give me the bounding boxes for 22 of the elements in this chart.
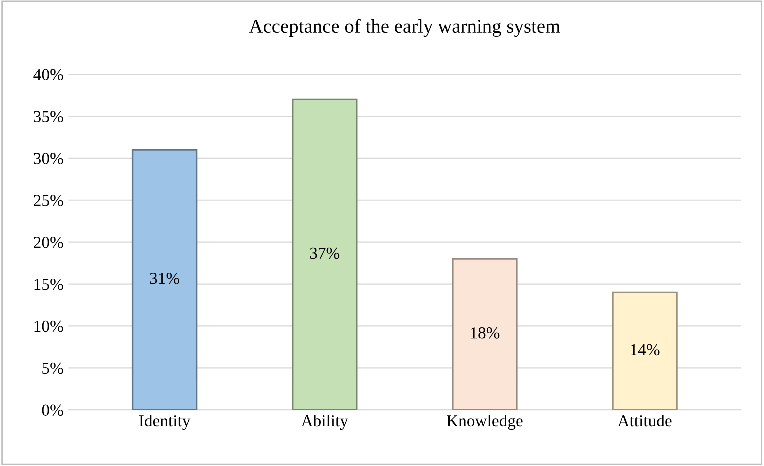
- y-tick-label: 25%: [34, 195, 64, 206]
- data-label: 37%: [310, 248, 340, 260]
- y-tick-label: 10%: [34, 320, 64, 332]
- bar: [612, 292, 678, 410]
- bar: [132, 149, 198, 410]
- x-tick-label: Attitude: [618, 414, 672, 427]
- x-tick-label: Ability: [301, 414, 348, 430]
- y-tick-label: 35%: [34, 111, 64, 122]
- y-tick-label: 20%: [34, 237, 64, 248]
- data-label: 31%: [150, 272, 180, 284]
- y-tick-label: 0%: [42, 404, 64, 416]
- x-tick-label: Knowledge: [447, 414, 523, 430]
- chart-title: Acceptance of the early warning system: [249, 19, 560, 38]
- y-tick-label: 40%: [34, 69, 64, 81]
- bar: [452, 258, 518, 410]
- y-tick-label: 5%: [42, 362, 64, 374]
- data-label: 18%: [471, 328, 500, 339]
- bar: [292, 98, 358, 410]
- x-tick-label: Identity: [139, 414, 191, 430]
- y-tick-label: 30%: [34, 153, 64, 164]
- data-label: 14%: [631, 344, 660, 356]
- y-tick-label: 15%: [34, 278, 64, 290]
